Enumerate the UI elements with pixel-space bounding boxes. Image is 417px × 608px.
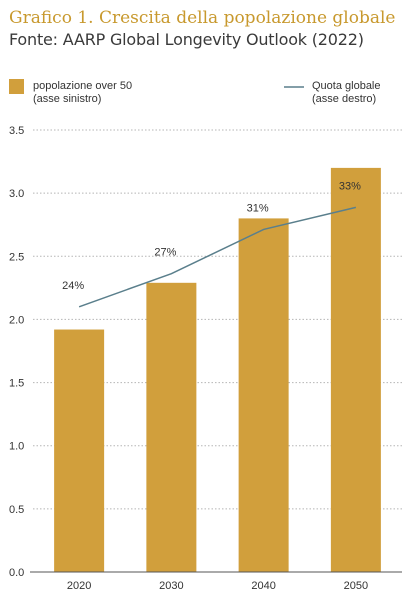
share-label-2040: 31% [247, 202, 269, 214]
legend-bar-label: (asse sinistro) [33, 93, 101, 105]
x-tick-label: 2050 [344, 580, 368, 592]
y-tick-label: 3.0 [9, 188, 24, 200]
y-tick-label: 2.5 [9, 251, 24, 263]
legend-line-label: (asse destro) [312, 93, 376, 105]
x-tick-label: 2040 [251, 580, 275, 592]
chart-subtitle: Fonte: AARP Global Longevity Outlook (20… [9, 30, 364, 49]
share-label-2030: 27% [154, 247, 176, 259]
y-tick-label: 2.0 [9, 314, 24, 326]
share-label-2020: 24% [62, 280, 84, 292]
y-tick-label: 0.0 [9, 567, 24, 579]
y-tick-label: 3.5 [9, 125, 24, 137]
chart-title: Grafico 1. Crescita della popolazione gl… [9, 8, 396, 28]
legend-line-label: Quota globale [312, 80, 381, 92]
y-tick-label: 1.0 [9, 441, 24, 453]
bar-2030 [146, 282, 197, 572]
share-line [78, 206, 357, 308]
x-tick-label: 2030 [159, 580, 183, 592]
bar-2020 [54, 329, 105, 572]
bar-2050 [330, 167, 381, 572]
legend-bar-label: popolazione over 50 [33, 80, 132, 92]
bar-2040 [238, 218, 289, 572]
share-label-2050: 33% [339, 180, 361, 192]
y-tick-label: 0.5 [9, 504, 24, 516]
legend-bar-swatch [9, 79, 24, 94]
x-tick-label: 2020 [67, 580, 91, 592]
y-tick-label: 1.5 [9, 378, 24, 390]
